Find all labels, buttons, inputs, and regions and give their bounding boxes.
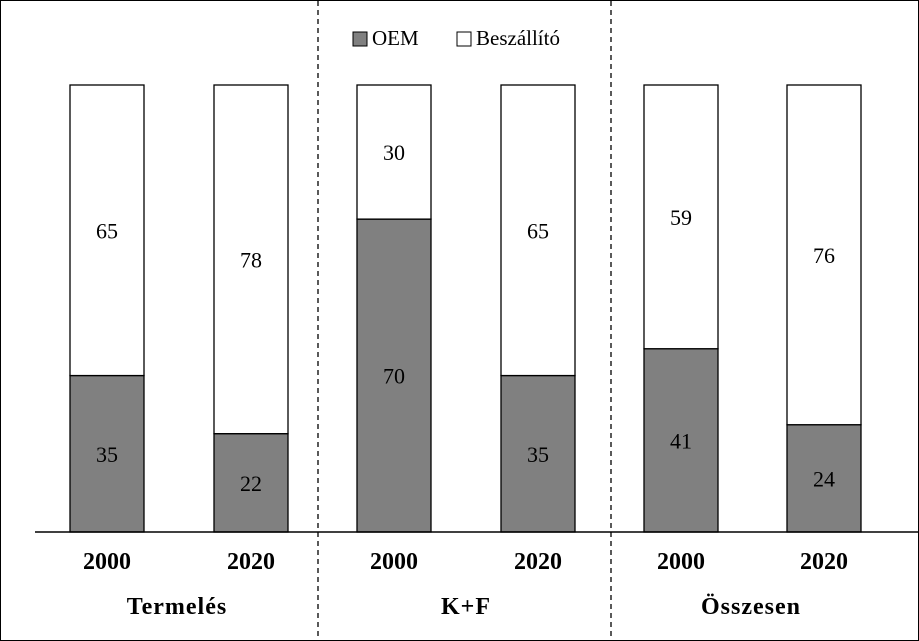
data-label: 41 [670,428,692,453]
bar-oem-5 [643,348,719,533]
data-label: 59 [670,205,692,230]
data-label: 70 [383,364,405,389]
bar-beszallito-4 [500,84,576,377]
legend-swatch-oem [352,31,368,47]
data-label: 78 [240,247,262,272]
group-label: Összesen [701,594,801,620]
legend-swatch-beszállító [456,31,472,47]
group-label: K+F [441,594,491,620]
data-label: 35 [527,442,549,467]
bar-beszallito-6 [786,84,862,426]
bar-beszallito-3 [356,84,432,220]
data-label: 24 [813,466,835,491]
x-tick-label: 2020 [227,549,275,575]
bar-beszallito-2 [213,84,289,435]
data-label: 30 [383,140,405,165]
x-tick-label: 2020 [514,549,562,575]
bar-beszallito-1 [69,84,145,377]
x-tick-label: 2020 [800,549,848,575]
bar-oem-4 [500,374,576,533]
data-label: 35 [96,442,118,467]
legend-label: OEM [372,26,419,50]
group-label: Termelés [127,594,227,620]
data-label: 76 [813,243,835,268]
x-tick-label: 2000 [657,549,705,575]
data-label: 22 [240,471,262,496]
data-label: 65 [527,218,549,243]
legend-label: Beszállító [476,26,560,50]
bar-oem-6 [786,424,862,533]
x-tick-label: 2000 [370,549,418,575]
x-tick-label: 2000 [83,549,131,575]
bar-beszallito-5 [643,84,719,350]
data-label: 65 [96,218,118,243]
